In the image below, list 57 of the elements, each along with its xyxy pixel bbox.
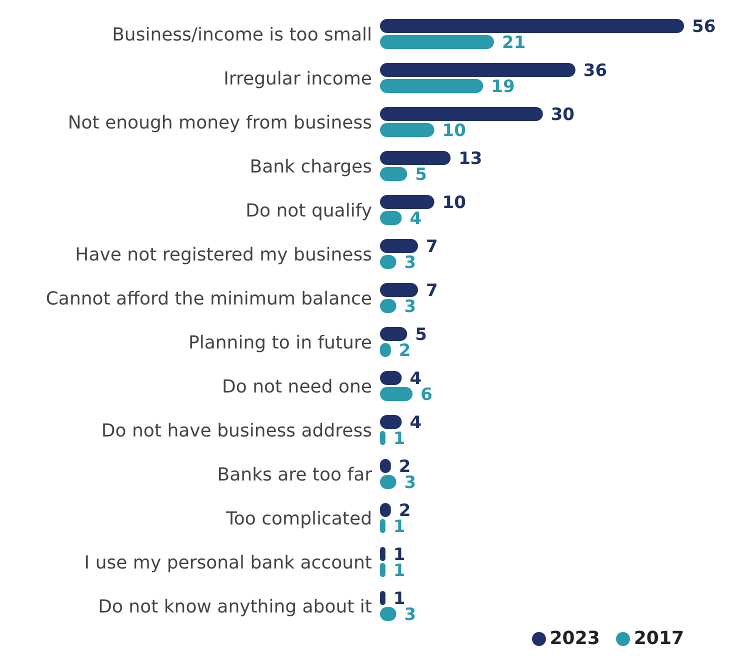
bar [380,151,451,165]
bar [380,547,386,561]
bar [380,19,684,33]
y-tick-label: Planning to in future [188,332,372,354]
y-tick-label: Irregular income [224,68,372,90]
data-label: 10 [442,121,466,142]
data-label: 3 [404,297,416,318]
data-label: 36 [583,61,608,82]
y-tick-label: Do not qualify [246,200,372,222]
bar [380,35,494,49]
legend-label: 2023 [550,628,600,649]
y-tick-label: Have not registered my business [75,244,372,266]
data-label: 1 [393,517,406,538]
bar [380,123,434,137]
data-label: 5 [415,165,427,186]
data-label: 4 [410,413,422,434]
data-label: 4 [410,209,422,230]
data-label: 7 [426,281,438,302]
y-tick-label: Banks are too far [217,464,373,486]
data-label: 1 [393,429,406,450]
bar [380,591,386,605]
bar [380,239,418,253]
y-tick-label: Too complicated [224,508,372,530]
bar [380,387,413,401]
bar [380,63,576,77]
data-label: 2 [398,341,411,362]
data-label: 56 [692,17,716,38]
data-label: 3 [404,253,416,274]
data-label: 4 [410,369,422,390]
data-label: 10 [442,193,466,214]
bar [380,519,386,533]
bar [380,107,543,121]
y-tick-label: Business/income is too small [112,24,372,46]
y-tick-label: Bank charges [250,156,372,178]
data-label: 21 [502,33,526,54]
data-label: 3 [404,605,416,626]
data-label: 1 [393,561,406,582]
y-tick-label: Cannot afford the minimum balance [46,288,372,310]
data-label: 7 [426,237,438,258]
bar [380,283,418,297]
data-label: 3 [404,473,416,494]
data-label: 13 [458,149,482,170]
y-tick-label: Do not have business address [101,420,372,442]
y-tick-label: Do not know anything about it [98,596,372,618]
bar [380,563,386,577]
data-label: 1 [393,589,406,610]
bar [380,431,386,445]
legend-label: 2017 [634,628,684,649]
data-label: 19 [491,77,515,98]
bar [380,79,484,93]
y-tick-label: I use my personal bank account [84,552,372,574]
bar [380,195,434,209]
data-label: 30 [550,105,575,126]
y-tick-label: Do not need one [222,376,372,398]
data-label: 5 [415,325,427,346]
data-label: 6 [420,385,432,406]
y-tick-label: Not enough money from business [68,112,372,134]
